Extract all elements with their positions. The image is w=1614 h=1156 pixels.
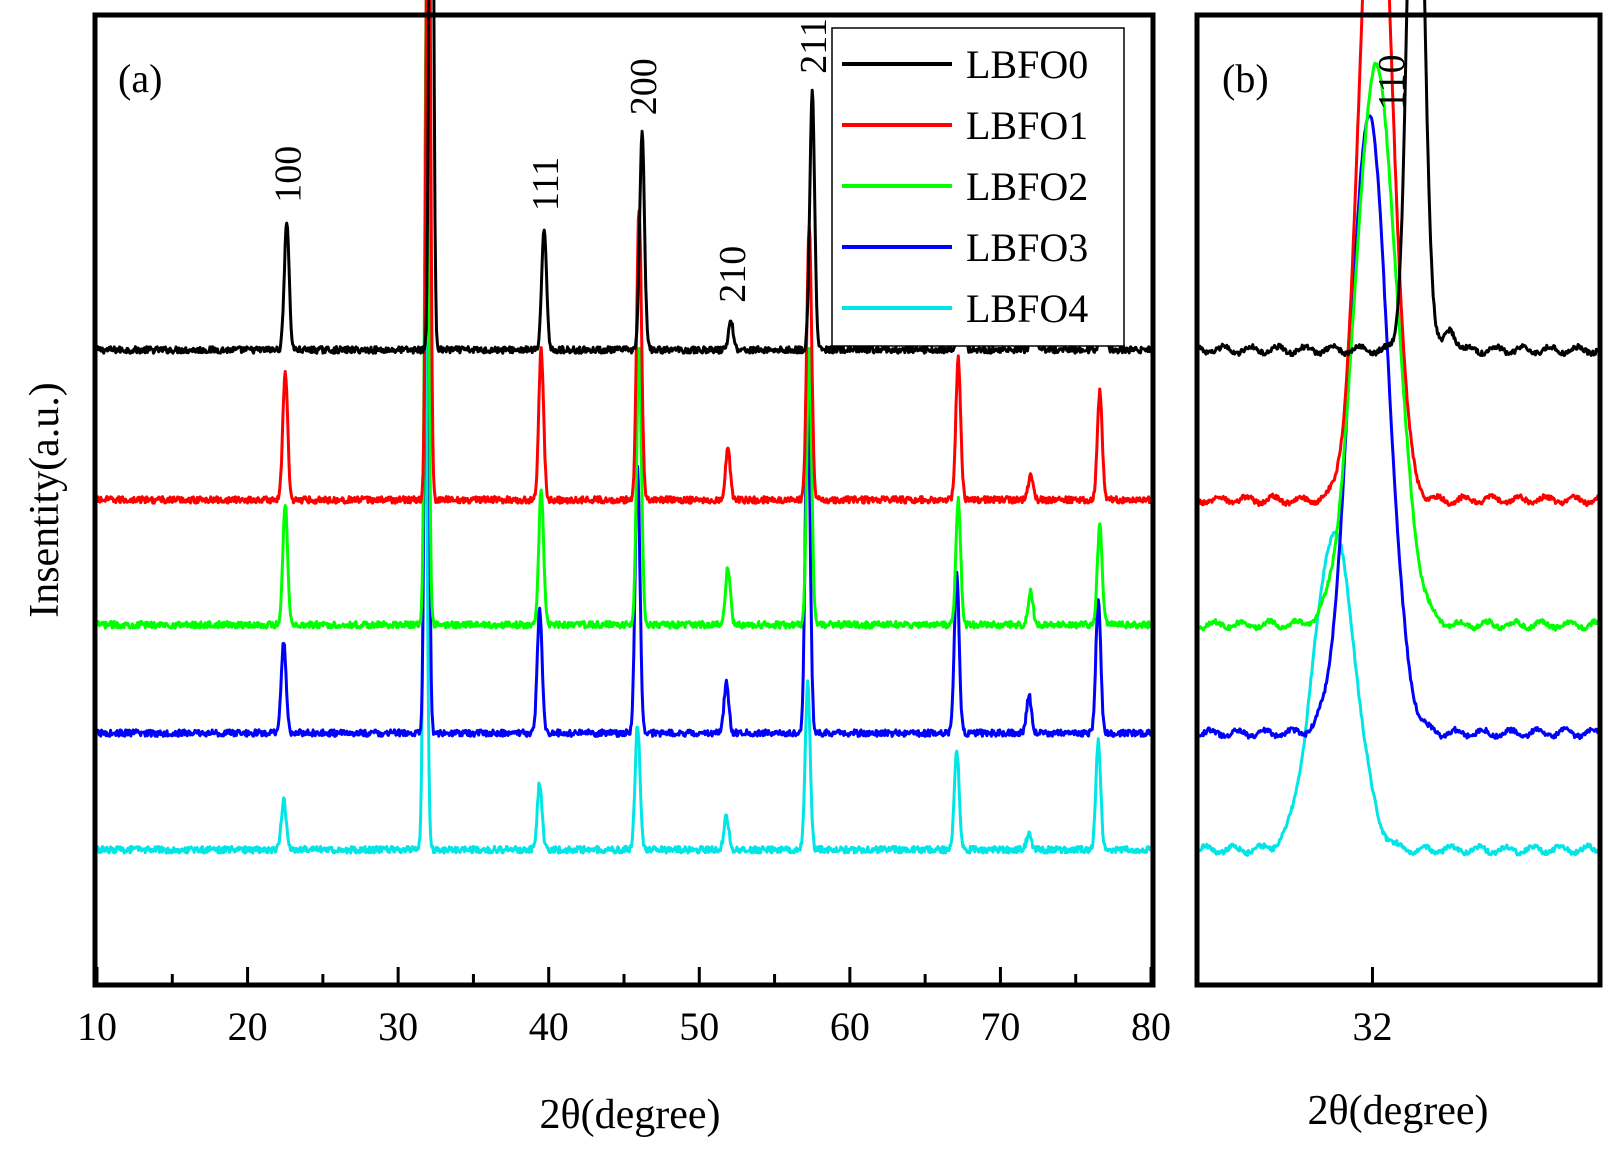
panel-b-peak-labels: 110 [1371, 54, 1413, 110]
panel-b-frame [1194, 12, 1603, 988]
x-tick-label: 50 [679, 1004, 719, 1049]
zoom-series-line-lbfo1 [1197, 0, 1600, 508]
panel-a-label: (a) [118, 56, 162, 101]
panel-a-curves [95, 0, 1153, 855]
zoom-series-line-lbfo3 [1197, 114, 1600, 741]
panel-a-y-axis-label: Insentity(a.u.) [22, 382, 68, 618]
peak-label-111: 111 [525, 157, 567, 211]
series-line-lbfo4 [95, 324, 1153, 855]
series-line-lbfo3 [95, 0, 1153, 738]
x-tick-label: 30 [378, 1004, 418, 1049]
series-line-lbfo1 [95, 0, 1152, 505]
panel-a-x-ticks: 10 20 30 40 50 60 70 80 [77, 967, 1171, 1049]
x-tick-label: 20 [228, 1004, 268, 1049]
x-tick-label: 40 [529, 1004, 569, 1049]
peak-label-200: 200 [623, 58, 665, 115]
panel-b-label: (b) [1222, 56, 1269, 101]
x-tick-label: 10 [77, 1004, 117, 1049]
x-tick-label: 60 [830, 1004, 870, 1049]
panel-b-x-axis-label: 2θ(degree) [1307, 1088, 1488, 1134]
series-line-lbfo0 [95, 0, 1153, 355]
zoom-peak-label-110: 110 [1371, 54, 1413, 110]
legend-label-lbfo1: LBFO1 [966, 103, 1088, 148]
series-line-lbfo2 [95, 0, 1153, 630]
panel-b: 32 110 (b) 2θ(degree) [1194, 0, 1603, 1134]
zoom-x-tick-label: 32 [1352, 1004, 1392, 1049]
legend-label-lbfo4: LBFO4 [966, 286, 1088, 331]
peak-label-100: 100 [268, 146, 310, 203]
x-tick-label: 70 [980, 1004, 1020, 1049]
peak-label-211: 211 [793, 18, 835, 74]
panel-a-x-axis-label: 2θ(degree) [539, 1092, 720, 1138]
legend-label-lbfo3: LBFO3 [966, 225, 1088, 270]
zoom-series-line-lbfo4 [1198, 530, 1599, 857]
zoom-series-line-lbfo0 [1197, 0, 1599, 358]
panel-b-x-ticks: 32 [1352, 967, 1392, 1049]
legend: LBFO0 LBFO1 LBFO2 LBFO3 LBFO4 [831, 27, 1125, 347]
legend-label-lbfo0: LBFO0 [966, 42, 1088, 87]
legend-label-lbfo2: LBFO2 [966, 164, 1088, 209]
x-tick-label: 80 [1131, 1004, 1171, 1049]
panel-a-frame [92, 12, 1156, 988]
panel-b-curves [1197, 0, 1600, 857]
peak-label-210: 210 [712, 246, 754, 303]
